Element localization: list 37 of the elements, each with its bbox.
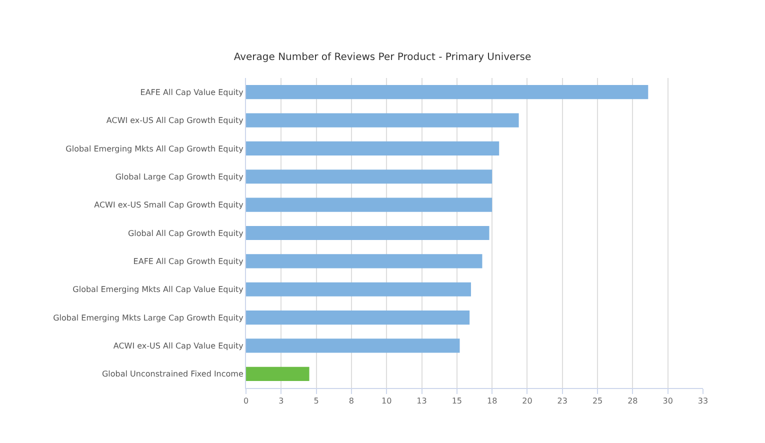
bar bbox=[246, 170, 492, 184]
bar bbox=[246, 338, 460, 353]
y-tick-label: ACWI ex-US Small Cap Growth Equity bbox=[94, 200, 244, 210]
bar bbox=[246, 198, 492, 212]
x-tick-label: 10 bbox=[382, 396, 392, 406]
bar bbox=[246, 254, 482, 268]
y-tick-label: EAFE All Cap Value Equity bbox=[140, 88, 244, 97]
x-tick-label: 23 bbox=[557, 396, 568, 406]
bar bbox=[246, 226, 490, 240]
x-tick-label: 28 bbox=[628, 396, 638, 406]
y-tick-label: Global Emerging Mkts Large Cap Growth Equity bbox=[53, 313, 244, 322]
y-tick-label: Global Unconstrained Fixed Income bbox=[102, 370, 244, 379]
x-tick-label: 5 bbox=[314, 396, 319, 406]
bar bbox=[246, 85, 648, 100]
x-tick-label: 15 bbox=[452, 396, 462, 406]
y-tick-label: Global Emerging Mkts All Cap Growth Equity bbox=[66, 144, 244, 154]
x-tick-label: 25 bbox=[592, 396, 603, 406]
bar bbox=[246, 141, 500, 156]
y-tick-label: Global Emerging Mkts All Cap Value Equity bbox=[72, 285, 244, 294]
y-tick-label: EAFE All Cap Growth Equity bbox=[133, 256, 244, 266]
y-tick-label: Global Large Cap Growth Equity bbox=[115, 172, 244, 182]
x-tick-label: 0 bbox=[243, 396, 249, 406]
x-tick-label: 3 bbox=[278, 396, 284, 406]
bar bbox=[246, 366, 310, 381]
y-tick-label: ACWI ex-US All Cap Growth Equity bbox=[106, 116, 244, 126]
x-tick-label: 20 bbox=[522, 396, 532, 406]
x-tick-label: 30 bbox=[662, 396, 673, 406]
x-tick-label: 18 bbox=[486, 396, 498, 406]
y-tick-label: ACWI ex-US All Cap Value Equity bbox=[113, 342, 244, 351]
bar bbox=[246, 282, 471, 296]
chart-title: Average Number of Reviews Per Product - Primary Universe bbox=[234, 52, 532, 64]
x-tick-label: 8 bbox=[348, 396, 354, 406]
y-tick-label: Global All Cap Growth Equity bbox=[128, 228, 244, 238]
bar bbox=[246, 113, 519, 128]
x-tick-label: 33 bbox=[698, 396, 708, 406]
bar bbox=[246, 310, 470, 325]
x-tick-label: 13 bbox=[416, 396, 427, 406]
